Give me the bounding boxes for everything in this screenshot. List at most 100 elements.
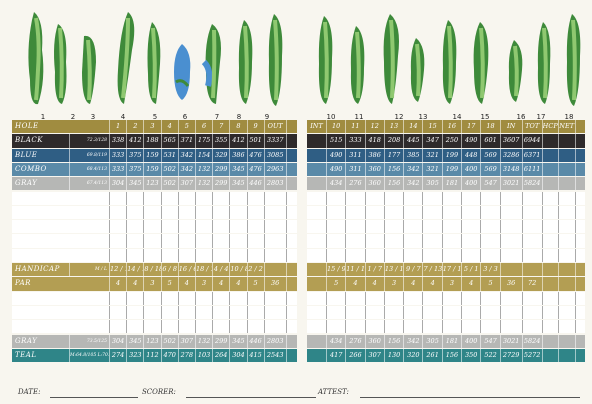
score-cell[interactable] — [196, 205, 214, 220]
score-cell[interactable] — [481, 248, 501, 262]
score-cell[interactable] — [307, 320, 327, 334]
score-cell[interactable] — [423, 205, 443, 220]
player-name-cell[interactable] — [12, 248, 110, 262]
score-cell[interactable] — [501, 248, 523, 262]
score-cell[interactable] — [462, 220, 482, 234]
score-cell[interactable] — [423, 248, 443, 262]
score-cell[interactable] — [196, 291, 214, 305]
score-cell[interactable] — [346, 220, 366, 234]
score-cell[interactable] — [366, 320, 385, 334]
score-cell[interactable] — [385, 220, 405, 234]
score-cell[interactable] — [523, 234, 543, 248]
score-cell[interactable] — [462, 305, 482, 320]
score-cell[interactable] — [404, 248, 424, 262]
score-cell[interactable] — [346, 320, 366, 334]
score-cell[interactable] — [248, 248, 265, 262]
score-cell[interactable] — [248, 305, 265, 320]
score-cell[interactable] — [110, 205, 128, 220]
score-cell[interactable] — [481, 220, 501, 234]
score-cell[interactable] — [501, 220, 523, 234]
score-cell[interactable] — [327, 291, 347, 305]
score-cell[interactable] — [179, 234, 196, 248]
score-cell[interactable] — [327, 248, 347, 262]
score-cell[interactable] — [127, 248, 145, 262]
score-cell[interactable] — [462, 248, 482, 262]
score-cell[interactable] — [462, 205, 482, 220]
score-cell[interactable] — [501, 291, 523, 305]
score-cell[interactable] — [501, 191, 523, 205]
score-cell[interactable] — [346, 191, 366, 205]
score-cell[interactable] — [404, 205, 424, 220]
score-cell[interactable] — [385, 320, 405, 334]
score-cell[interactable] — [462, 234, 482, 248]
score-cell[interactable] — [501, 234, 523, 248]
score-cell[interactable] — [443, 305, 463, 320]
score-cell[interactable] — [162, 291, 179, 305]
score-cell[interactable] — [346, 305, 366, 320]
player-name-cell[interactable] — [12, 220, 110, 234]
score-cell[interactable] — [179, 220, 196, 234]
score-cell[interactable] — [481, 305, 501, 320]
score-cell[interactable] — [265, 234, 287, 248]
score-cell[interactable] — [265, 248, 287, 262]
score-cell[interactable] — [144, 248, 162, 262]
score-cell[interactable] — [559, 305, 576, 320]
score-cell[interactable] — [366, 191, 385, 205]
score-cell[interactable] — [307, 220, 327, 234]
score-cell[interactable] — [404, 234, 424, 248]
score-cell[interactable] — [265, 320, 287, 334]
score-cell[interactable] — [213, 220, 231, 234]
score-cell[interactable] — [523, 291, 543, 305]
score-cell[interactable] — [404, 220, 424, 234]
player-name-cell[interactable] — [12, 191, 110, 205]
score-cell[interactable] — [248, 220, 265, 234]
score-cell[interactable] — [346, 248, 366, 262]
score-cell[interactable] — [162, 234, 179, 248]
player-name-cell[interactable] — [12, 320, 110, 334]
score-cell[interactable] — [559, 248, 576, 262]
date-line[interactable] — [50, 397, 138, 398]
score-cell[interactable] — [230, 205, 248, 220]
score-cell[interactable] — [481, 191, 501, 205]
score-cell[interactable] — [327, 220, 347, 234]
score-cell[interactable] — [307, 291, 327, 305]
score-cell[interactable] — [327, 320, 347, 334]
score-cell[interactable] — [481, 205, 501, 220]
score-cell[interactable] — [443, 320, 463, 334]
score-cell[interactable] — [385, 248, 405, 262]
score-cell[interactable] — [162, 248, 179, 262]
score-cell[interactable] — [213, 248, 231, 262]
score-cell[interactable] — [366, 205, 385, 220]
score-cell[interactable] — [213, 320, 231, 334]
score-cell[interactable] — [248, 320, 265, 334]
score-cell[interactable] — [443, 291, 463, 305]
score-cell[interactable] — [162, 320, 179, 334]
score-cell[interactable] — [127, 291, 145, 305]
score-cell[interactable] — [110, 305, 128, 320]
score-cell[interactable] — [559, 205, 576, 220]
score-cell[interactable] — [501, 205, 523, 220]
score-cell[interactable] — [248, 234, 265, 248]
score-cell[interactable] — [110, 220, 128, 234]
score-cell[interactable] — [230, 248, 248, 262]
score-cell[interactable] — [385, 205, 405, 220]
score-cell[interactable] — [543, 320, 559, 334]
score-cell[interactable] — [423, 234, 443, 248]
score-cell[interactable] — [543, 220, 559, 234]
score-cell[interactable] — [213, 191, 231, 205]
score-cell[interactable] — [179, 205, 196, 220]
score-cell[interactable] — [543, 305, 559, 320]
score-cell[interactable] — [559, 320, 576, 334]
score-cell[interactable] — [523, 220, 543, 234]
score-cell[interactable] — [127, 234, 145, 248]
score-cell[interactable] — [327, 191, 347, 205]
score-cell[interactable] — [404, 191, 424, 205]
score-cell[interactable] — [265, 291, 287, 305]
score-cell[interactable] — [162, 191, 179, 205]
score-cell[interactable] — [110, 191, 128, 205]
score-cell[interactable] — [481, 291, 501, 305]
score-cell[interactable] — [265, 191, 287, 205]
score-cell[interactable] — [230, 191, 248, 205]
score-cell[interactable] — [179, 191, 196, 205]
score-cell[interactable] — [265, 220, 287, 234]
